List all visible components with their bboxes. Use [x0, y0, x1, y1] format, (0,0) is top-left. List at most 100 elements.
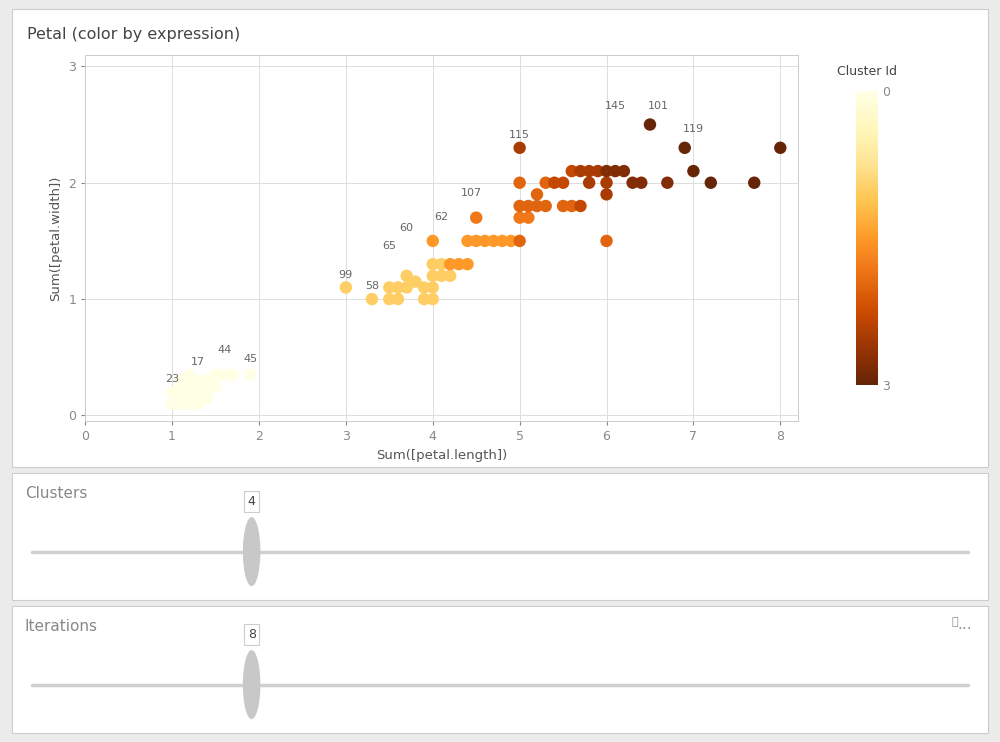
Point [572, 200, 588, 212]
Point [538, 177, 554, 188]
Point [442, 270, 458, 282]
Point [486, 235, 502, 247]
Point [772, 142, 788, 154]
Text: 119: 119 [683, 124, 704, 134]
Point [164, 398, 180, 410]
Point [425, 293, 441, 305]
Point [564, 200, 580, 212]
X-axis label: Sum([petal.length]): Sum([petal.length]) [376, 449, 507, 462]
Point [416, 281, 432, 293]
Point [442, 258, 458, 270]
Text: 62: 62 [434, 211, 449, 222]
Point [190, 387, 206, 398]
Point [199, 375, 215, 387]
Point [181, 387, 197, 398]
Point [477, 235, 493, 247]
Point [677, 142, 693, 154]
Text: Clusters: Clusters [25, 486, 87, 502]
Point [425, 281, 441, 293]
Point [225, 369, 241, 381]
Point [242, 369, 258, 381]
Point [407, 276, 423, 288]
Point [642, 119, 658, 131]
Point [468, 235, 484, 247]
Point [599, 235, 615, 247]
Point [590, 165, 606, 177]
Point [390, 293, 406, 305]
Point [173, 387, 189, 398]
Text: 107: 107 [461, 188, 482, 198]
Point [538, 200, 554, 212]
Ellipse shape [243, 517, 260, 586]
Point [199, 392, 215, 404]
Point [599, 165, 615, 177]
Text: 145: 145 [605, 101, 626, 111]
Point [190, 398, 206, 410]
Point [512, 142, 528, 154]
Point [659, 177, 675, 188]
Point [173, 375, 189, 387]
Text: ...: ... [958, 617, 972, 632]
Point [208, 369, 224, 381]
Point [581, 165, 597, 177]
Text: Iterations: Iterations [25, 620, 98, 634]
Point [181, 369, 197, 381]
Point [399, 270, 415, 282]
Text: 23: 23 [165, 375, 179, 384]
Point [616, 165, 632, 177]
Point [460, 235, 476, 247]
Point [546, 177, 562, 188]
Ellipse shape [243, 650, 260, 719]
Text: 44: 44 [217, 345, 231, 355]
Point [512, 211, 528, 223]
Point [572, 165, 588, 177]
Text: 45: 45 [243, 353, 257, 364]
Text: 101: 101 [648, 101, 669, 111]
Point [746, 177, 762, 188]
Point [703, 177, 719, 188]
Text: Cluster Id: Cluster Id [837, 65, 897, 78]
Text: 4: 4 [248, 495, 256, 508]
Point [512, 177, 528, 188]
Point [520, 200, 536, 212]
Point [494, 235, 510, 247]
Point [190, 375, 206, 387]
Point [199, 387, 215, 398]
Point [564, 165, 580, 177]
Point [425, 270, 441, 282]
Point [451, 258, 467, 270]
Point [512, 200, 528, 212]
Text: Petal (color by expression): Petal (color by expression) [27, 27, 240, 42]
Point [181, 398, 197, 410]
Text: 60: 60 [400, 223, 414, 233]
Text: ⤢: ⤢ [951, 617, 958, 627]
Point [181, 375, 197, 387]
Point [338, 281, 354, 293]
Point [529, 188, 545, 200]
Point [364, 293, 380, 305]
Point [468, 211, 484, 223]
Point [190, 381, 206, 393]
Point [190, 392, 206, 404]
Point [555, 200, 571, 212]
Point [433, 270, 449, 282]
Point [555, 177, 571, 188]
Point [685, 165, 701, 177]
Point [503, 235, 519, 247]
Text: 65: 65 [382, 240, 396, 251]
Point [581, 177, 597, 188]
Y-axis label: Sum([petal.width]): Sum([petal.width]) [50, 175, 63, 301]
Point [425, 258, 441, 270]
Point [181, 392, 197, 404]
Text: 115: 115 [509, 130, 530, 140]
Point [425, 235, 441, 247]
Point [625, 177, 641, 188]
Point [599, 177, 615, 188]
Point [433, 258, 449, 270]
Point [208, 381, 224, 393]
Point [520, 211, 536, 223]
Text: 8: 8 [248, 628, 256, 641]
Text: 99: 99 [339, 270, 353, 280]
Point [199, 381, 215, 393]
Point [216, 369, 232, 381]
